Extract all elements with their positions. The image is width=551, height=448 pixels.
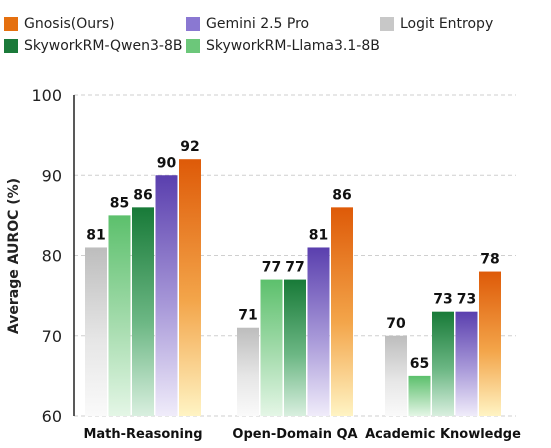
legend-item-skywork-qwen: SkyworkRM-Qwen3-8B	[4, 38, 182, 54]
bar-gemini-2-5-pro-academic-knowledge	[455, 311, 478, 416]
legend-swatch-skywork-llama	[186, 39, 200, 53]
bar-skyworkrm-llama3-1-8b-academic-knowledge	[408, 375, 431, 416]
value-label: 81	[86, 227, 105, 243]
value-label: 90	[157, 155, 177, 171]
legend-swatch-logit-entropy	[380, 17, 394, 31]
legend-label-logit-entropy: Logit Entropy	[400, 16, 494, 32]
legend-label-gemini: Gemini 2.5 Pro	[206, 16, 310, 32]
bar-gnosis-ours--academic-knowledge	[479, 271, 501, 416]
y-tick-label: 100	[31, 86, 62, 105]
legend-item-logit-entropy: Logit Entropy	[380, 16, 493, 32]
y-tick-label: 90	[42, 166, 62, 185]
legend-label-gnosis: Gnosis(Ours)	[24, 16, 115, 32]
bar-logit-entropy-academic-knowledge	[385, 335, 407, 416]
legend-swatch-gnosis	[4, 17, 18, 31]
value-label: 70	[386, 316, 406, 332]
value-label: 86	[332, 187, 351, 203]
value-label: 77	[285, 260, 304, 276]
legend-item-gemini: Gemini 2.5 Pro	[186, 16, 309, 32]
x-category-label: Academic Knowledge	[365, 427, 521, 442]
legend-label-skywork-qwen: SkyworkRM-Qwen3-8B	[24, 38, 183, 54]
bar-skyworkrm-llama3-1-8b-open-domain-qa	[260, 279, 283, 416]
x-category-label: Math-Reasoning	[83, 427, 202, 442]
value-label: 77	[262, 260, 281, 276]
bar-skyworkrm-qwen3-8b-math-reasoning	[132, 207, 154, 416]
bar-gnosis-ours--open-domain-qa	[331, 207, 353, 416]
legend-swatch-skywork-qwen	[4, 39, 18, 53]
legend-swatch-gemini	[186, 17, 200, 31]
bar-logit-entropy-open-domain-qa	[237, 327, 259, 416]
legend: Gnosis(Ours) Gemini 2.5 Pro Logit Entrop…	[0, 0, 551, 60]
bar-gemini-2-5-pro-open-domain-qa	[307, 247, 330, 416]
y-tick-label: 80	[42, 247, 62, 266]
y-tick-label: 60	[42, 407, 62, 426]
y-tick-label: 70	[42, 327, 62, 346]
value-label: 81	[309, 227, 328, 243]
y-axis-label: Average AUROC (%)	[6, 178, 22, 334]
bar-gemini-2-5-pro-math-reasoning	[155, 175, 178, 416]
value-label: 86	[133, 187, 152, 203]
value-label: 73	[457, 292, 476, 308]
axes: 60 70 80 90 100 Math-Reasoning Open-Domain QA A…	[31, 86, 521, 442]
value-label: 73	[433, 292, 452, 308]
legend-item-skywork-llama: SkyworkRM-Llama3.1-8B	[186, 38, 380, 54]
bar-gnosis-ours--math-reasoning	[179, 159, 201, 416]
value-label: 85	[110, 195, 129, 211]
value-label: 92	[180, 139, 199, 155]
legend-item-gnosis: Gnosis(Ours)	[4, 16, 115, 32]
value-label: 65	[410, 356, 429, 372]
bar-skyworkrm-qwen3-8b-open-domain-qa	[284, 279, 306, 416]
bar-logit-entropy-math-reasoning	[85, 247, 107, 416]
bars	[85, 159, 501, 416]
legend-label-skywork-llama: SkyworkRM-Llama3.1-8B	[206, 38, 380, 54]
bar-skyworkrm-llama3-1-8b-math-reasoning	[108, 215, 131, 416]
x-category-label: Open-Domain QA	[232, 427, 357, 442]
value-label: 71	[238, 308, 257, 324]
bar-skyworkrm-qwen3-8b-academic-knowledge	[432, 311, 454, 416]
value-label: 78	[480, 252, 499, 268]
